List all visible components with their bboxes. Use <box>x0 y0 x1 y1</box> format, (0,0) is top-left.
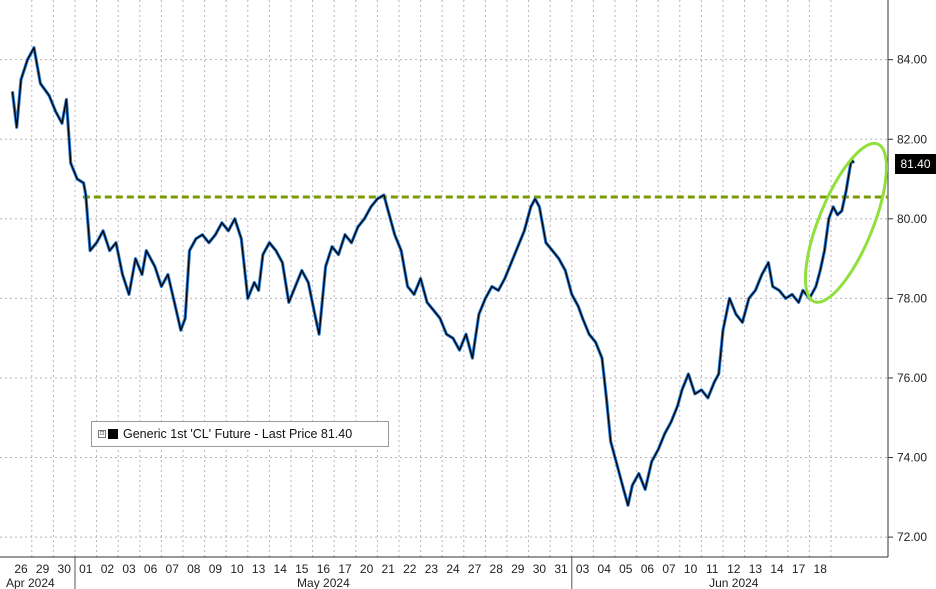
x-tick-label: 05 <box>619 562 633 576</box>
x-tick-label: 29 <box>511 562 525 576</box>
y-tick-label: 72.00 <box>897 530 927 544</box>
x-tick-label: 29 <box>36 562 50 576</box>
x-tick-label: 26 <box>14 562 28 576</box>
y-tick-label: 74.00 <box>897 451 927 465</box>
x-tick-label: 06 <box>144 562 158 576</box>
x-tick-label: 10 <box>684 562 698 576</box>
legend: ⊡ Generic 1st 'CL' Future - Last Price 8… <box>91 421 389 447</box>
x-tick-label: 30 <box>58 562 72 576</box>
x-month-label: Apr 2024 <box>6 576 55 589</box>
x-tick-label: 21 <box>382 562 396 576</box>
x-tick-label: 17 <box>338 562 352 576</box>
x-month-label: May 2024 <box>297 576 350 589</box>
x-tick-label: 14 <box>770 562 784 576</box>
y-tick-label: 80.00 <box>897 212 927 226</box>
x-tick-label: 10 <box>230 562 244 576</box>
x-tick-label: 27 <box>468 562 482 576</box>
x-tick-label: 16 <box>317 562 331 576</box>
legend-label: Generic 1st 'CL' Future - Last Price 81.… <box>123 427 353 441</box>
x-tick-label: 28 <box>490 562 504 576</box>
x-tick-label: 22 <box>403 562 417 576</box>
x-tick-label: 12 <box>727 562 741 576</box>
y-tick-label: 82.00 <box>897 132 927 146</box>
legend-swatch-icon <box>108 429 118 439</box>
x-tick-label: 08 <box>187 562 201 576</box>
last-price-tag: 81.40 <box>895 154 936 174</box>
y-tick-label: 78.00 <box>897 291 927 305</box>
x-tick-label: 06 <box>641 562 655 576</box>
highlight-ellipse <box>803 141 888 304</box>
x-tick-label: 17 <box>792 562 806 576</box>
price-series-line <box>11 47 855 506</box>
x-tick-label: 31 <box>554 562 568 576</box>
x-tick-label: 14 <box>274 562 288 576</box>
x-tick-label: 03 <box>122 562 136 576</box>
y-tick-label: 76.00 <box>897 371 927 385</box>
x-tick-label: 20 <box>360 562 374 576</box>
y-tick-label: 84.00 <box>897 53 927 67</box>
x-tick-label: 01 <box>79 562 93 576</box>
x-tick-label: 24 <box>446 562 460 576</box>
x-tick-label: 18 <box>814 562 828 576</box>
x-tick-label: 23 <box>425 562 439 576</box>
legend-toggle-icon[interactable]: ⊡ <box>98 430 106 438</box>
x-tick-label: 11 <box>706 562 719 576</box>
x-tick-label: 15 <box>295 562 309 576</box>
x-tick-label: 02 <box>101 562 115 576</box>
x-tick-label: 13 <box>252 562 266 576</box>
x-tick-label: 13 <box>749 562 763 576</box>
x-tick-label: 30 <box>533 562 547 576</box>
x-tick-label: 03 <box>576 562 590 576</box>
x-month-label: Jun 2024 <box>709 576 759 589</box>
x-tick-label: 09 <box>209 562 223 576</box>
x-tick-label: 07 <box>662 562 676 576</box>
x-tick-label: 07 <box>166 562 180 576</box>
x-tick-label: 04 <box>598 562 612 576</box>
